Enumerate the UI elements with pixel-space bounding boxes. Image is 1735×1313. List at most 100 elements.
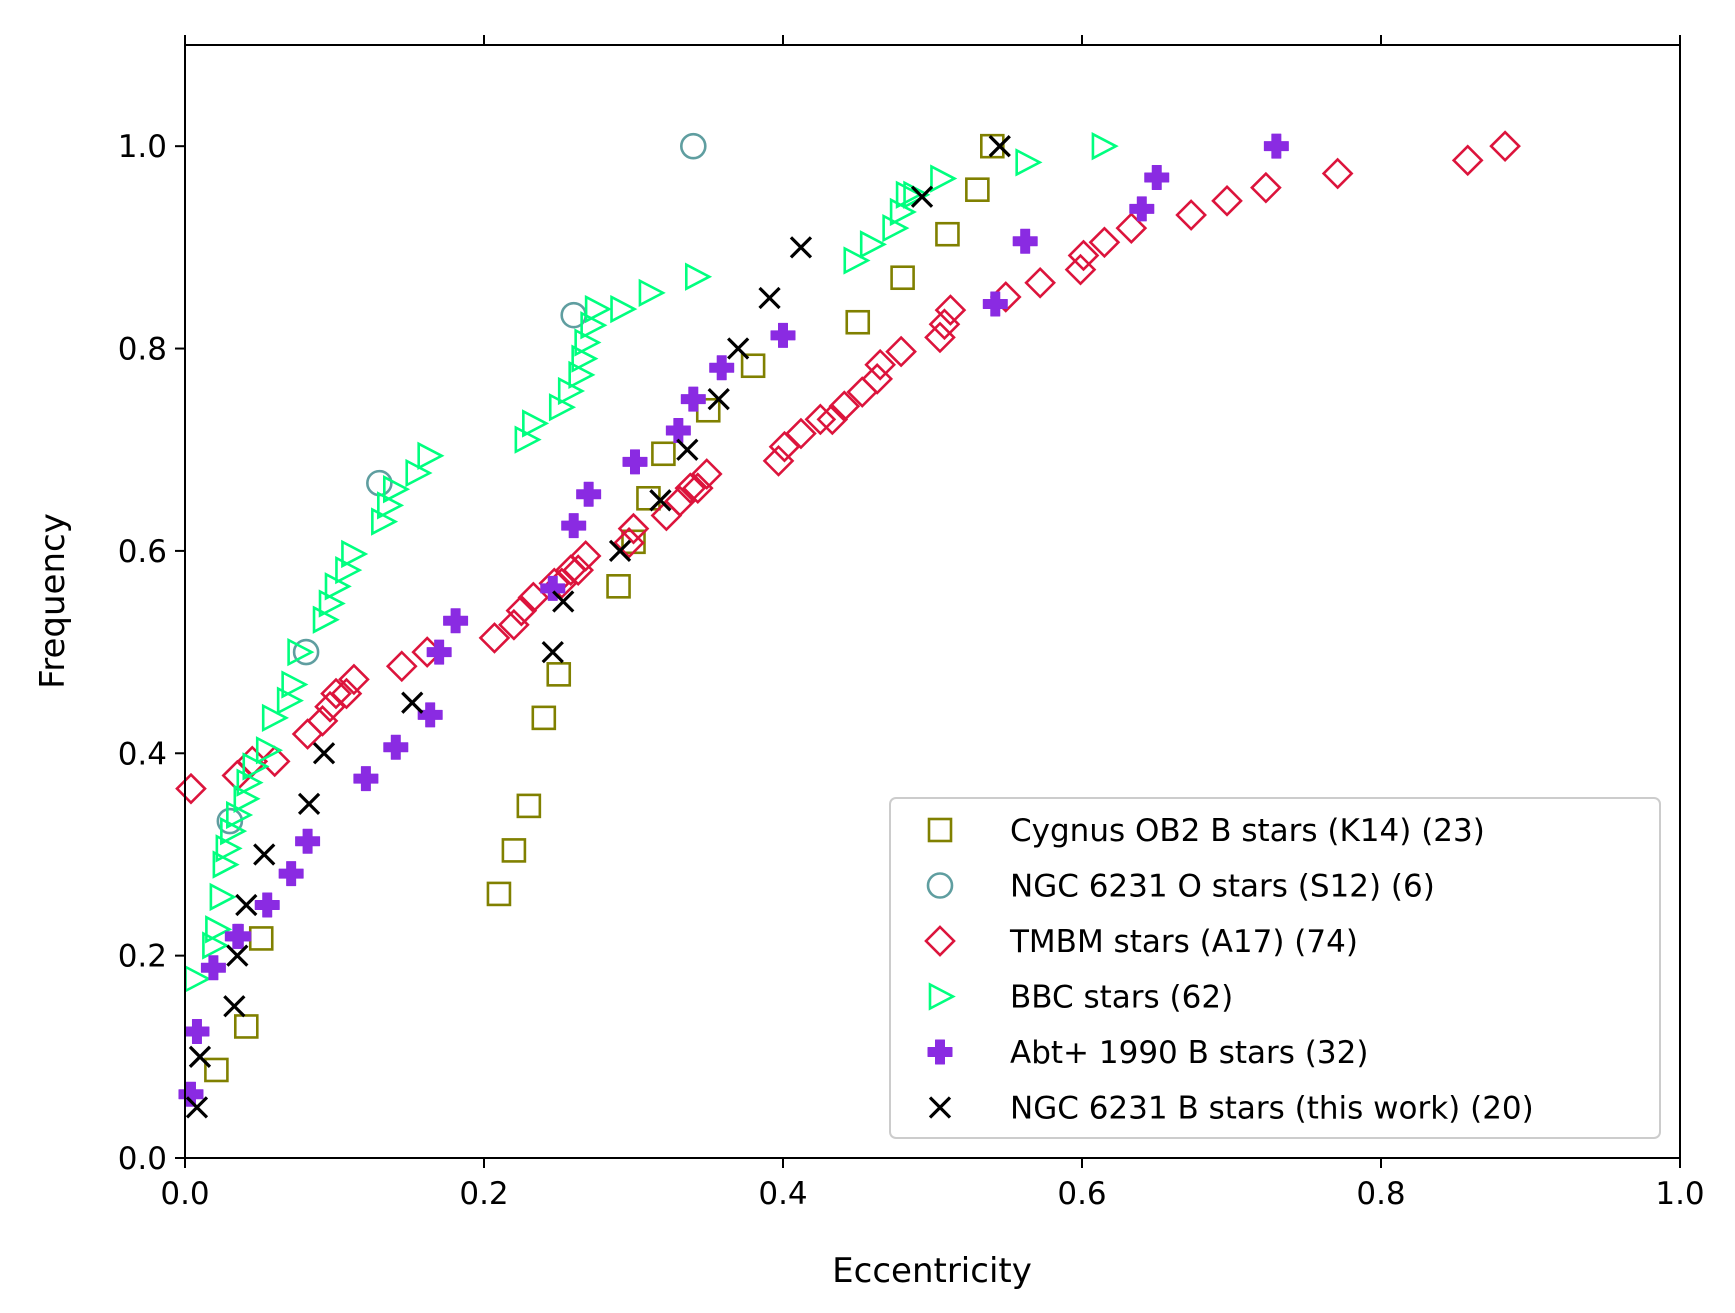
data-point-3-44 — [930, 164, 958, 193]
data-point-3-38 — [843, 246, 871, 275]
data-point-4-7 — [295, 828, 321, 854]
data-point-5-15 — [727, 337, 750, 360]
data-point-4-15 — [576, 481, 602, 507]
data-point-2-52 — [1489, 130, 1521, 163]
data-point-4-2 — [200, 955, 226, 981]
data-point-5-5 — [253, 843, 276, 866]
data-point-3-20 — [341, 539, 369, 569]
data-point-3-8 — [233, 784, 261, 813]
legend-label: Cygnus OB2 B stars (K14) (23) — [1010, 813, 1485, 849]
legend-label: BBC stars (62) — [1010, 980, 1233, 1016]
data-point-5-9 — [541, 640, 564, 664]
y-tick-label: 1.0 — [118, 129, 167, 165]
data-point-3-23 — [382, 475, 411, 504]
data-point-5-12 — [649, 489, 672, 512]
data-point-3-17 — [318, 589, 346, 618]
data-point-1-4 — [679, 132, 707, 160]
plot-frame — [184, 44, 1681, 1159]
data-point-0-17 — [965, 177, 990, 202]
data-point-3-39 — [859, 230, 888, 259]
legend-marker-1 — [926, 872, 954, 899]
data-point-4-17 — [665, 418, 691, 444]
legend-marker-5 — [928, 1096, 952, 1119]
data-point-4-19 — [709, 355, 735, 381]
data-point-4-8 — [353, 766, 379, 792]
data-point-4-16 — [622, 449, 648, 475]
data-point-0-14 — [845, 309, 871, 335]
data-point-3-35 — [610, 294, 638, 324]
y-tick-label: 0.6 — [118, 534, 167, 570]
data-point-2-0 — [175, 772, 207, 805]
data-point-2-36 — [864, 348, 897, 381]
data-point-2-49 — [1250, 171, 1282, 204]
data-point-3-36 — [638, 278, 666, 308]
legend-marker-4 — [927, 1039, 953, 1065]
data-point-2-24 — [664, 485, 696, 518]
data-point-2-50 — [1321, 157, 1354, 190]
data-point-4-6 — [278, 861, 304, 887]
data-point-2-40 — [934, 294, 967, 326]
data-point-3-11 — [255, 736, 284, 765]
series-5 — [185, 135, 1011, 1119]
data-point-4-9 — [383, 734, 409, 760]
x-tick-label: 0.2 — [459, 1176, 508, 1212]
data-point-3-5 — [215, 834, 243, 863]
y-tick-label: 0.4 — [118, 736, 167, 772]
data-point-2-9 — [338, 663, 370, 696]
data-point-2-48 — [1211, 184, 1243, 217]
data-point-5-1 — [188, 1045, 212, 1068]
data-point-4-25 — [1263, 133, 1289, 159]
series-0 — [204, 133, 1005, 1083]
legend-label: TMBM stars (A17) (74) — [1009, 924, 1358, 960]
data-point-5-2 — [223, 995, 246, 1018]
x-tick-label: 0.0 — [160, 1176, 209, 1212]
data-point-3-10 — [242, 752, 270, 781]
data-point-5-13 — [676, 438, 699, 461]
legend-marker-0 — [927, 817, 953, 843]
data-point-3-27 — [522, 409, 550, 438]
data-point-2-12 — [478, 622, 511, 654]
data-point-3-46 — [1091, 132, 1119, 161]
axis-ticks: 0.0 0.2 0.4 0.6 0.8 1.0 0.0 0.2 0.4 0.6 0.8 1.0 — [118, 35, 1705, 1212]
data-point-2-30 — [785, 417, 817, 450]
data-point-2-22 — [617, 512, 650, 545]
data-point-0-8 — [606, 574, 631, 599]
legend: Cygnus OB2 B stars (K14) (23) NGC 6231 O … — [889, 797, 1661, 1139]
data-point-1-0 — [216, 807, 244, 835]
data-point-2-20 — [569, 540, 602, 572]
data-point-5-17 — [789, 236, 813, 259]
data-point-4-22 — [1012, 228, 1038, 254]
data-point-3-13 — [276, 686, 304, 715]
data-point-2-44 — [1067, 239, 1100, 272]
data-point-5-0 — [185, 1096, 209, 1119]
data-point-3-37 — [684, 262, 713, 291]
data-point-0-11 — [651, 441, 676, 467]
data-point-4-5 — [254, 892, 280, 918]
data-point-2-5 — [306, 705, 339, 737]
data-point-5-7 — [312, 742, 336, 765]
data-point-3-15 — [287, 637, 315, 667]
data-point-0-16 — [935, 221, 960, 247]
data-point-2-51 — [1451, 144, 1484, 177]
data-point-4-13 — [540, 575, 566, 601]
data-point-4-12 — [443, 608, 469, 634]
data-point-5-10 — [552, 590, 575, 613]
data-point-0-13 — [740, 353, 766, 379]
data-point-4-20 — [770, 322, 796, 348]
data-point-3-25 — [417, 441, 445, 470]
data-point-2-8 — [330, 677, 363, 710]
data-point-5-19 — [988, 135, 1011, 158]
data-point-0-3 — [486, 881, 512, 907]
data-point-0-1 — [233, 1014, 259, 1039]
data-point-3-4 — [212, 850, 240, 879]
data-point-1-1 — [292, 638, 320, 666]
data-point-2-46 — [1115, 212, 1148, 244]
data-point-4-18 — [680, 386, 706, 412]
data-point-5-4 — [235, 893, 258, 917]
data-point-4-24 — [1144, 165, 1170, 191]
plot-marks — [175, 130, 1521, 1119]
data-point-2-10 — [385, 650, 418, 683]
data-point-3-45 — [1015, 148, 1043, 177]
data-point-4-23 — [1129, 196, 1155, 222]
